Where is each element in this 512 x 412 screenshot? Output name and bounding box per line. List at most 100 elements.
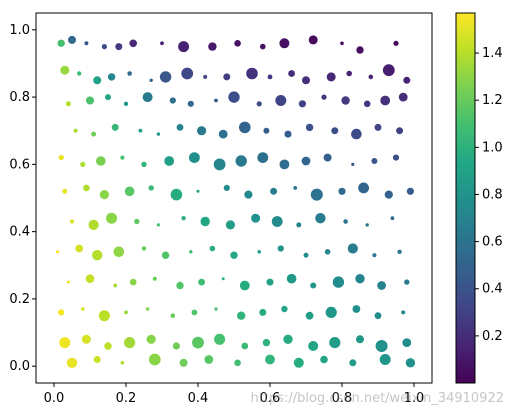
scatter-point: [329, 337, 340, 348]
scatter-point: [375, 124, 382, 131]
scatter-point: [177, 124, 184, 131]
scatter-point: [94, 356, 101, 363]
scatter-point: [383, 64, 395, 76]
scatter-point: [173, 342, 180, 349]
scatter-point: [270, 188, 277, 195]
scatter-point: [188, 101, 194, 107]
scatter-point: [239, 122, 251, 134]
scatter-point: [406, 358, 415, 367]
scatter-point: [67, 358, 77, 368]
scatter-point: [171, 189, 183, 201]
y-tick-label: 0.6: [9, 157, 30, 172]
scatter-point: [285, 131, 292, 138]
scatter-point: [224, 185, 230, 191]
y-tick-label: 1.0: [9, 23, 30, 38]
colorbar-tick-label: 0.4: [482, 282, 503, 297]
scatter-point: [170, 97, 176, 103]
scatter-point: [257, 152, 268, 163]
scatter-points: [56, 35, 415, 368]
scatter-point: [120, 156, 124, 160]
scatter-point: [124, 102, 128, 106]
scatter-point: [58, 40, 65, 47]
scatter-point: [89, 220, 99, 230]
scatter-point: [59, 337, 70, 348]
scatter-point: [162, 252, 169, 259]
scatter-point: [402, 338, 411, 347]
x-tick-label: 0.2: [116, 391, 137, 406]
scatter-point: [364, 101, 371, 108]
y-axis: 0.0 0.2 0.4 0.6 0.8 1.0: [9, 23, 36, 374]
scatter-point: [396, 127, 403, 134]
scatter-point: [346, 71, 352, 77]
colorbar-tick-label: 1.0: [482, 140, 503, 155]
scatter-point: [369, 75, 374, 80]
scatter-point: [331, 127, 338, 134]
scatter-point: [192, 310, 198, 316]
scatter-point: [99, 310, 110, 321]
scatter-point: [403, 77, 410, 84]
scatter-point: [355, 274, 364, 283]
scatter-point: [283, 335, 292, 344]
scatter-point: [147, 335, 156, 344]
scatter-point: [257, 101, 262, 106]
scatter-point: [223, 73, 230, 80]
scatter-point: [308, 341, 318, 351]
scatter-point: [399, 93, 408, 102]
scatter-point: [278, 245, 284, 251]
scatter-point: [66, 101, 71, 106]
scatter-point: [244, 191, 252, 199]
scatter-point: [208, 42, 216, 50]
scatter-point: [407, 188, 414, 195]
scatter-point: [296, 222, 301, 227]
scatter-point: [393, 41, 398, 46]
scatter-point: [246, 68, 258, 80]
scatter-point: [228, 91, 239, 102]
scatter-point: [304, 253, 309, 258]
scatter-point: [160, 71, 171, 82]
scatter-point: [160, 41, 164, 45]
scatter-point: [198, 279, 205, 286]
scatter-point: [349, 359, 356, 366]
scatter-point: [93, 76, 101, 84]
scatter-point: [84, 41, 88, 45]
scatter-point: [83, 185, 90, 192]
x-tick-label: 0.4: [188, 391, 209, 406]
scatter-point: [181, 68, 193, 80]
scatter-point: [226, 220, 235, 229]
scatter-point: [260, 44, 266, 50]
scatter-point: [237, 312, 245, 320]
scatter-point: [320, 356, 328, 364]
scatter-point: [181, 216, 185, 220]
scatter-point: [75, 245, 83, 253]
scatter-point: [351, 163, 354, 166]
scatter-point: [324, 154, 332, 162]
y-tick-label: 0.2: [9, 292, 30, 307]
scatter-point: [219, 130, 228, 139]
scatter-point: [267, 279, 274, 286]
watermark: https://blog.csdn.net/weixin_34910922: [250, 391, 504, 406]
scatter-point: [391, 216, 395, 220]
scatter-point: [112, 124, 119, 131]
scatter-point: [294, 358, 304, 368]
scatter-point: [366, 223, 369, 226]
scatter-point: [192, 337, 204, 349]
scatter-point: [178, 41, 189, 52]
scatter-point: [340, 42, 344, 46]
colorbar-tick-label: 0.2: [482, 329, 503, 344]
scatter-point: [108, 73, 115, 80]
scatter-point: [259, 309, 266, 316]
scatter-point: [153, 277, 157, 281]
scatter-point: [127, 71, 132, 76]
colorbar-tick-label: 1.4: [482, 46, 503, 61]
scatter-point: [333, 276, 344, 287]
scatter-point: [375, 312, 382, 319]
scatter-point: [309, 35, 318, 44]
scatter-point: [214, 99, 218, 103]
scatter-point: [189, 250, 192, 253]
scatter-point: [210, 246, 216, 252]
scatter-point: [197, 126, 206, 135]
scatter-point: [315, 213, 325, 223]
scatter-point: [121, 361, 125, 365]
scatter-point: [91, 132, 96, 137]
